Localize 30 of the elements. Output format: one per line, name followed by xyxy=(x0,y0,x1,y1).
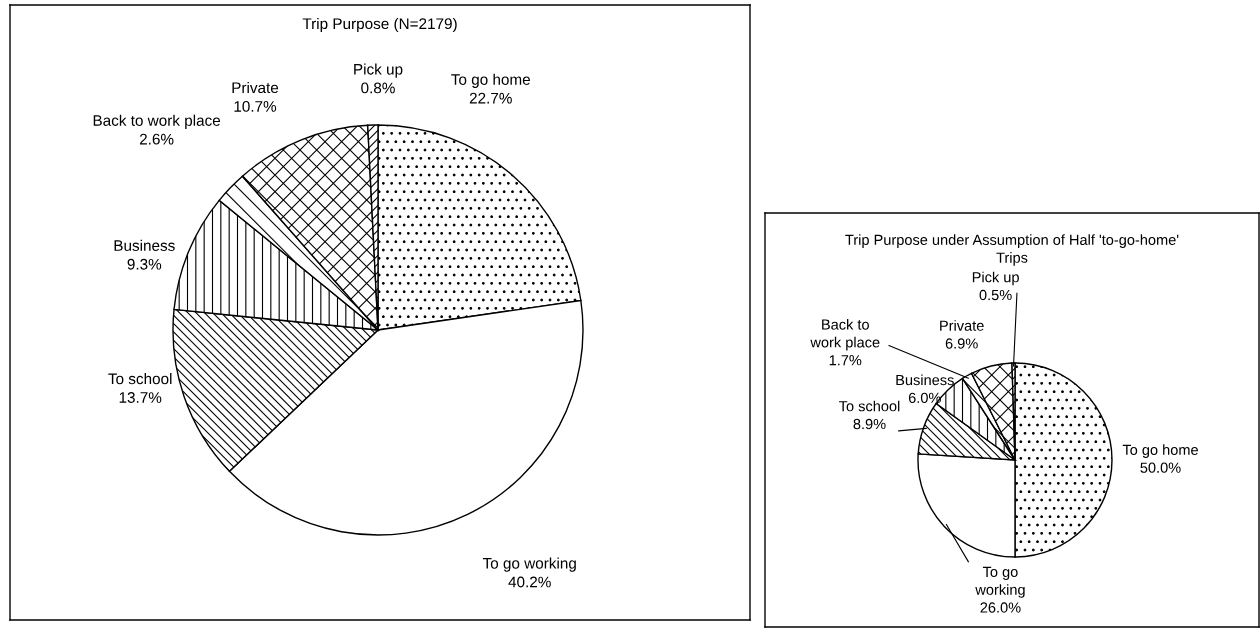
slice-label: Business xyxy=(896,374,954,386)
data-label: 10.7% xyxy=(234,100,277,112)
data-label: 50.0% xyxy=(1140,462,1181,473)
slice-label: To school xyxy=(108,372,172,385)
data-label: 2.6% xyxy=(139,133,174,145)
chart-title: Trip Purpose under Assumption of Half 'to-go-home' Trips xyxy=(845,234,1179,266)
slice-label: Private xyxy=(232,81,279,94)
slice-label: Business xyxy=(114,239,175,251)
slice-label: To go working xyxy=(975,566,1025,598)
data-label: 40.2% xyxy=(508,576,551,588)
data-label: 9.3% xyxy=(127,258,162,270)
data-label: 1.7% xyxy=(829,355,862,366)
data-label: 13.7% xyxy=(119,392,162,403)
slice-label: Pick up xyxy=(972,271,1019,286)
data-label: 0.8% xyxy=(361,82,395,94)
slice-label: Pick up xyxy=(354,63,403,78)
slice-label: To go home xyxy=(451,73,530,88)
slice-label: Back to work place xyxy=(810,318,880,351)
slice-label: To school xyxy=(839,400,900,412)
data-label: 22.7% xyxy=(469,92,512,104)
data-label: 26.0% xyxy=(980,602,1021,613)
data-label: 0.5% xyxy=(979,289,1012,301)
data-label: 8.9% xyxy=(853,418,886,430)
data-label: 6.0% xyxy=(908,392,941,403)
slice-label: To go home xyxy=(1122,444,1198,458)
slice-label: To go working xyxy=(482,557,576,572)
chart-title: Trip Purpose (N=2179) xyxy=(302,17,457,33)
data-label: 6.9% xyxy=(945,338,978,349)
slice-label: Private xyxy=(940,320,984,331)
slice-label: Back to work place xyxy=(93,114,221,129)
